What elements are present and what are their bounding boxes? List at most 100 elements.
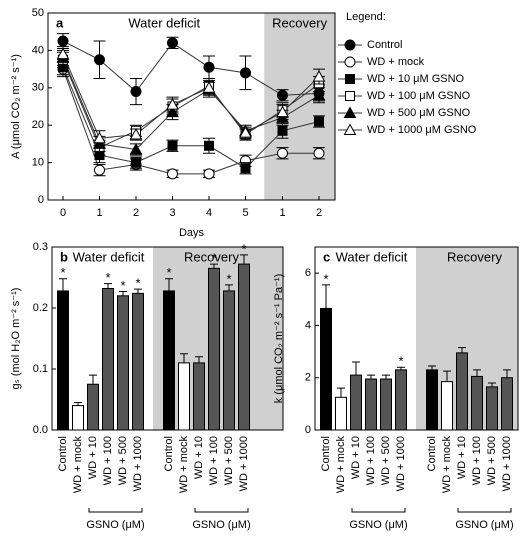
marker bbox=[345, 91, 355, 101]
legend-label: WD + 500 μM GSNO bbox=[367, 107, 471, 119]
legend-label: WD + 10 μM GSNO bbox=[367, 73, 465, 85]
x-tick-label: 3 bbox=[169, 207, 175, 219]
marker bbox=[204, 140, 214, 151]
bar bbox=[208, 267, 220, 431]
x-tick-label: 1 bbox=[96, 207, 102, 219]
marker bbox=[276, 105, 289, 118]
marker bbox=[130, 86, 142, 98]
marker bbox=[344, 56, 356, 68]
x-tick-label: Control bbox=[57, 436, 69, 471]
y-tick-label: 20 bbox=[32, 119, 44, 131]
annotation: Water deficit bbox=[128, 15, 200, 30]
significance-mark: * bbox=[241, 241, 246, 256]
panel-label: c bbox=[323, 249, 330, 264]
marker bbox=[345, 74, 355, 84]
bar bbox=[238, 263, 250, 431]
bar bbox=[380, 378, 392, 431]
marker bbox=[94, 54, 105, 66]
x-tick-label: WD + 100 bbox=[365, 436, 377, 485]
error-bar bbox=[443, 370, 451, 382]
group-label: GSNO (μM) bbox=[349, 519, 407, 531]
error-bar bbox=[352, 361, 360, 376]
panel-label: b bbox=[60, 249, 68, 264]
marker bbox=[166, 98, 179, 110]
x-tick-label: Control bbox=[320, 436, 332, 471]
significance-mark: * bbox=[60, 265, 65, 280]
x-tick-label: WD + 1000 bbox=[238, 436, 250, 491]
x-tick-label: 4 bbox=[206, 207, 212, 219]
error-bar bbox=[210, 263, 218, 269]
bar bbox=[501, 377, 513, 431]
group-label: GSNO (μM) bbox=[455, 519, 513, 531]
legend-label: WD + 1000 μM GSNO bbox=[367, 124, 477, 136]
marker bbox=[203, 168, 215, 180]
x-tick-label: WD + 500 bbox=[117, 436, 129, 485]
error-bar bbox=[59, 278, 67, 291]
error-bar bbox=[225, 284, 233, 291]
marker bbox=[167, 168, 178, 180]
significance-mark: * bbox=[166, 265, 171, 280]
group-bracket bbox=[194, 508, 249, 513]
bar bbox=[193, 362, 205, 431]
y-axis-label: A (μmol CO₂ m⁻² s⁻¹) bbox=[10, 54, 22, 159]
x-tick-label: WD + mock bbox=[335, 436, 347, 494]
annotation: Recovery bbox=[272, 15, 327, 30]
significance-mark: * bbox=[105, 270, 110, 285]
x-tick-label: WD + 1000 bbox=[395, 436, 407, 491]
significance-mark: * bbox=[226, 271, 231, 286]
marker bbox=[343, 123, 357, 135]
legend-title: Legend: bbox=[346, 11, 386, 23]
x-tick-label: WD + 500 bbox=[486, 436, 498, 485]
error-bar bbox=[240, 254, 248, 265]
x-tick-label: 1 bbox=[279, 207, 285, 219]
x-axis-label: Days bbox=[179, 227, 205, 239]
x-tick-label: WD + mock bbox=[72, 436, 84, 494]
error-bar bbox=[503, 369, 511, 378]
marker bbox=[129, 128, 143, 140]
legend-label: WD + mock bbox=[367, 56, 425, 68]
error-bar bbox=[180, 353, 188, 363]
x-tick-label: Control bbox=[426, 436, 438, 471]
significance-mark: * bbox=[120, 278, 125, 293]
series-line bbox=[62, 53, 320, 139]
y-axis-label: k (μmol CO₂ m⁻² s⁻¹ Pa⁻¹) bbox=[273, 274, 285, 403]
marker bbox=[239, 126, 252, 138]
marker bbox=[314, 116, 324, 127]
x-tick-label: WD + mock bbox=[441, 436, 453, 494]
error-bar bbox=[458, 347, 466, 353]
marker bbox=[240, 67, 251, 79]
error-bar bbox=[337, 387, 345, 398]
y-tick-label: 40 bbox=[32, 44, 44, 56]
annotation: Recovery bbox=[447, 249, 502, 264]
series-line bbox=[62, 57, 320, 151]
x-tick-label: WD + 10 bbox=[350, 436, 362, 479]
y-tick-label: 6 bbox=[305, 267, 311, 279]
recovery-shade bbox=[264, 13, 335, 200]
bar bbox=[87, 383, 99, 431]
bar bbox=[57, 290, 69, 431]
marker bbox=[167, 140, 178, 151]
bar bbox=[320, 307, 332, 431]
marker bbox=[56, 47, 70, 60]
marker bbox=[344, 39, 356, 51]
bar bbox=[486, 386, 498, 431]
bar bbox=[335, 396, 347, 431]
error-bar bbox=[134, 288, 142, 294]
annotation: Recovery bbox=[184, 249, 239, 264]
bar bbox=[441, 381, 453, 431]
x-tick-label: Control bbox=[163, 436, 175, 471]
bar bbox=[132, 292, 144, 431]
x-tick-label: WD + mock bbox=[178, 436, 190, 494]
y-tick-label: 0.1 bbox=[33, 363, 48, 375]
marker bbox=[167, 37, 178, 49]
x-tick-label: WD + 100 bbox=[208, 436, 220, 485]
group-label: GSNO (μM) bbox=[86, 519, 144, 531]
error-bar bbox=[104, 283, 112, 289]
y-tick-label: 4 bbox=[305, 319, 311, 331]
bar bbox=[178, 362, 190, 431]
bar bbox=[72, 405, 84, 431]
error-bar bbox=[367, 374, 375, 380]
plot-frame bbox=[47, 12, 336, 201]
marker bbox=[312, 88, 326, 101]
error-bar bbox=[382, 374, 390, 380]
